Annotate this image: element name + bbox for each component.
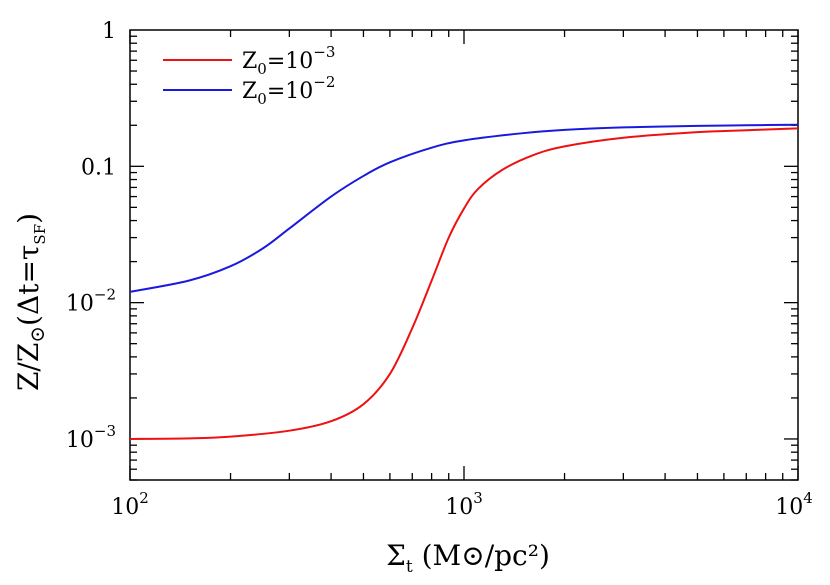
plot-frame — [129, 29, 799, 481]
x-tick-label: 104 — [775, 489, 813, 520]
tick-labels: 102 103 104 10−3 10−2 0.1 1 — [66, 19, 813, 520]
x-tick-label: 103 — [445, 489, 483, 520]
series-lines — [129, 123, 799, 440]
ticks — [129, 30, 799, 481]
legend: Z0=10−3Z0=10−2 — [163, 43, 335, 108]
legend-label-1: Z0=10−3 — [242, 43, 335, 78]
y-axis-label: Z/Z⊙(Δt=τSF) — [12, 213, 49, 391]
series-line-2 — [129, 123, 799, 293]
x-axis-label: Σt (M⊙/pc²) — [386, 539, 550, 577]
legend-label-2: Z0=10−2 — [242, 73, 335, 108]
x-tick-label: 102 — [111, 489, 149, 520]
y-tick-label: 10−2 — [66, 286, 116, 317]
series-line-1 — [129, 127, 799, 440]
y-tick-label: 0.1 — [81, 155, 116, 180]
y-tick-label: 10−3 — [66, 422, 116, 453]
y-tick-label: 1 — [102, 19, 116, 44]
